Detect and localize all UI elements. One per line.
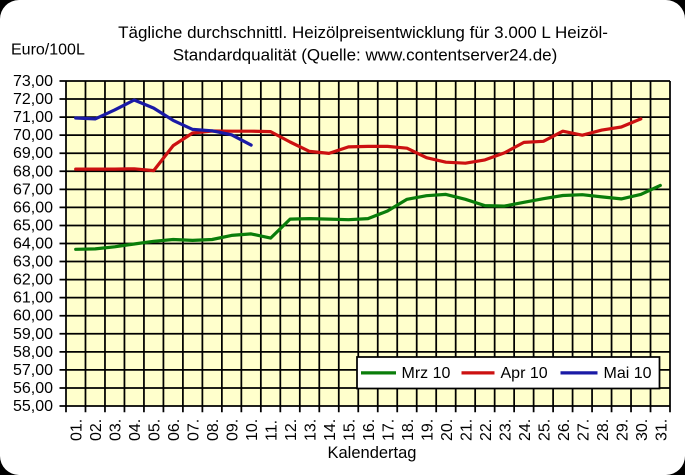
svg-text:31.: 31. <box>653 419 670 441</box>
svg-text:06.: 06. <box>166 419 183 441</box>
svg-text:Tägliche durchschnittl. Heizöl: Tägliche durchschnittl. Heizölpreisentwi… <box>118 23 608 42</box>
svg-text:Euro/100L: Euro/100L <box>11 41 85 58</box>
svg-text:Apr 10: Apr 10 <box>501 365 548 382</box>
svg-text:28.: 28. <box>595 419 612 441</box>
svg-text:26.: 26. <box>556 419 573 441</box>
svg-text:70,00: 70,00 <box>13 127 53 144</box>
svg-text:03.: 03. <box>108 419 125 441</box>
svg-text:25.: 25. <box>536 419 553 441</box>
svg-text:Kalendertag: Kalendertag <box>328 444 417 462</box>
svg-text:05.: 05. <box>147 419 164 441</box>
svg-text:63,00: 63,00 <box>13 254 53 271</box>
svg-text:71,00: 71,00 <box>13 109 53 126</box>
svg-text:23.: 23. <box>497 419 514 441</box>
svg-text:Mrz 10: Mrz 10 <box>402 365 451 382</box>
svg-text:58,00: 58,00 <box>13 344 53 361</box>
svg-text:02.: 02. <box>88 419 105 441</box>
svg-text:01.: 01. <box>69 419 86 441</box>
svg-text:04.: 04. <box>127 419 144 441</box>
svg-text:12.: 12. <box>283 419 300 441</box>
svg-text:17.: 17. <box>381 419 398 441</box>
svg-text:56,00: 56,00 <box>13 380 53 397</box>
svg-text:59,00: 59,00 <box>13 326 53 343</box>
svg-text:30.: 30. <box>634 419 651 441</box>
svg-text:22.: 22. <box>478 419 495 441</box>
svg-text:20.: 20. <box>439 419 456 441</box>
svg-text:73,00: 73,00 <box>13 73 53 90</box>
svg-text:19.: 19. <box>420 419 437 441</box>
svg-text:29.: 29. <box>614 419 631 441</box>
svg-text:07.: 07. <box>186 419 203 441</box>
svg-text:11.: 11. <box>264 420 281 441</box>
svg-text:61,00: 61,00 <box>13 290 53 307</box>
svg-text:57,00: 57,00 <box>13 362 53 379</box>
svg-text:08.: 08. <box>205 419 222 441</box>
svg-text:15.: 15. <box>342 419 359 441</box>
svg-text:10.: 10. <box>244 419 261 441</box>
svg-text:67,00: 67,00 <box>13 181 53 198</box>
svg-text:Standardqualität (Quelle: www.: Standardqualität (Quelle: www.contentser… <box>173 45 558 64</box>
svg-text:18.: 18. <box>400 419 417 441</box>
svg-text:64,00: 64,00 <box>13 236 53 253</box>
svg-text:60,00: 60,00 <box>13 308 53 325</box>
svg-text:14.: 14. <box>322 419 339 441</box>
svg-text:21.: 21. <box>458 419 475 441</box>
svg-text:24.: 24. <box>517 419 534 441</box>
svg-text:69,00: 69,00 <box>13 145 53 162</box>
svg-text:62,00: 62,00 <box>13 272 53 289</box>
svg-text:68,00: 68,00 <box>13 163 53 180</box>
svg-text:55,00: 55,00 <box>13 398 53 415</box>
svg-text:Mai 10: Mai 10 <box>604 365 652 382</box>
svg-text:09.: 09. <box>225 419 242 441</box>
svg-text:16.: 16. <box>361 419 378 441</box>
svg-text:65,00: 65,00 <box>13 217 53 234</box>
svg-text:13.: 13. <box>303 419 320 441</box>
svg-text:27.: 27. <box>575 419 592 441</box>
svg-text:72,00: 72,00 <box>13 91 53 108</box>
svg-text:66,00: 66,00 <box>13 199 53 216</box>
